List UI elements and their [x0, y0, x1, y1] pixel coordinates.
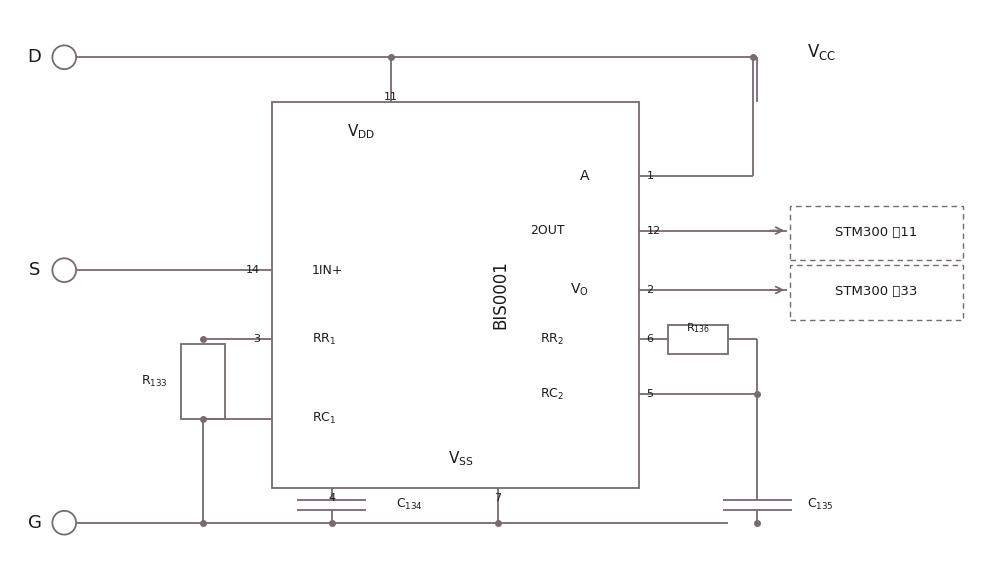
Text: V$_\mathregular{CC}$: V$_\mathregular{CC}$	[807, 42, 836, 62]
Text: 3: 3	[253, 335, 260, 344]
Text: S: S	[29, 261, 40, 279]
Text: RC$_2$: RC$_2$	[540, 386, 564, 401]
Text: D: D	[28, 48, 41, 66]
Text: 2OUT: 2OUT	[530, 224, 564, 237]
Text: RR$_1$: RR$_1$	[312, 332, 336, 347]
Text: 7: 7	[494, 493, 502, 503]
Text: V$_\mathregular{DD}$: V$_\mathregular{DD}$	[347, 122, 376, 141]
Bar	[668, 325, 728, 354]
Text: 14: 14	[246, 265, 260, 275]
Bar	[272, 102, 639, 488]
Text: 2: 2	[647, 285, 654, 295]
Bar	[790, 206, 963, 260]
Text: BIS0001: BIS0001	[491, 260, 509, 329]
Text: C$_{134}$: C$_{134}$	[396, 497, 423, 513]
Text: STM300 脚33: STM300 脚33	[835, 286, 918, 298]
Text: STM300 脚11: STM300 脚11	[835, 226, 918, 239]
Text: 1: 1	[647, 171, 654, 181]
Text: 4: 4	[328, 493, 335, 503]
Circle shape	[52, 511, 76, 535]
Text: 6: 6	[647, 335, 654, 344]
Circle shape	[52, 258, 76, 282]
Text: C$_{135}$: C$_{135}$	[807, 497, 834, 513]
Text: A: A	[580, 169, 589, 183]
Bar	[790, 265, 963, 320]
Text: 11: 11	[384, 92, 398, 102]
Text: R$_{136}$: R$_{136}$	[686, 321, 710, 335]
Text: V$_\mathregular{SS}$: V$_\mathregular{SS}$	[448, 449, 473, 468]
Text: R$_{133}$: R$_{133}$	[141, 374, 168, 389]
Text: 12: 12	[647, 226, 661, 236]
Text: RC$_1$: RC$_1$	[312, 411, 336, 426]
Text: 1IN+: 1IN+	[312, 264, 343, 276]
Text: RR$_2$: RR$_2$	[540, 332, 564, 347]
Text: 5: 5	[647, 389, 654, 399]
Circle shape	[52, 46, 76, 69]
Text: G: G	[28, 514, 41, 532]
Text: V$_\mathregular{O}$: V$_\mathregular{O}$	[570, 282, 589, 298]
Bar	[181, 344, 225, 419]
